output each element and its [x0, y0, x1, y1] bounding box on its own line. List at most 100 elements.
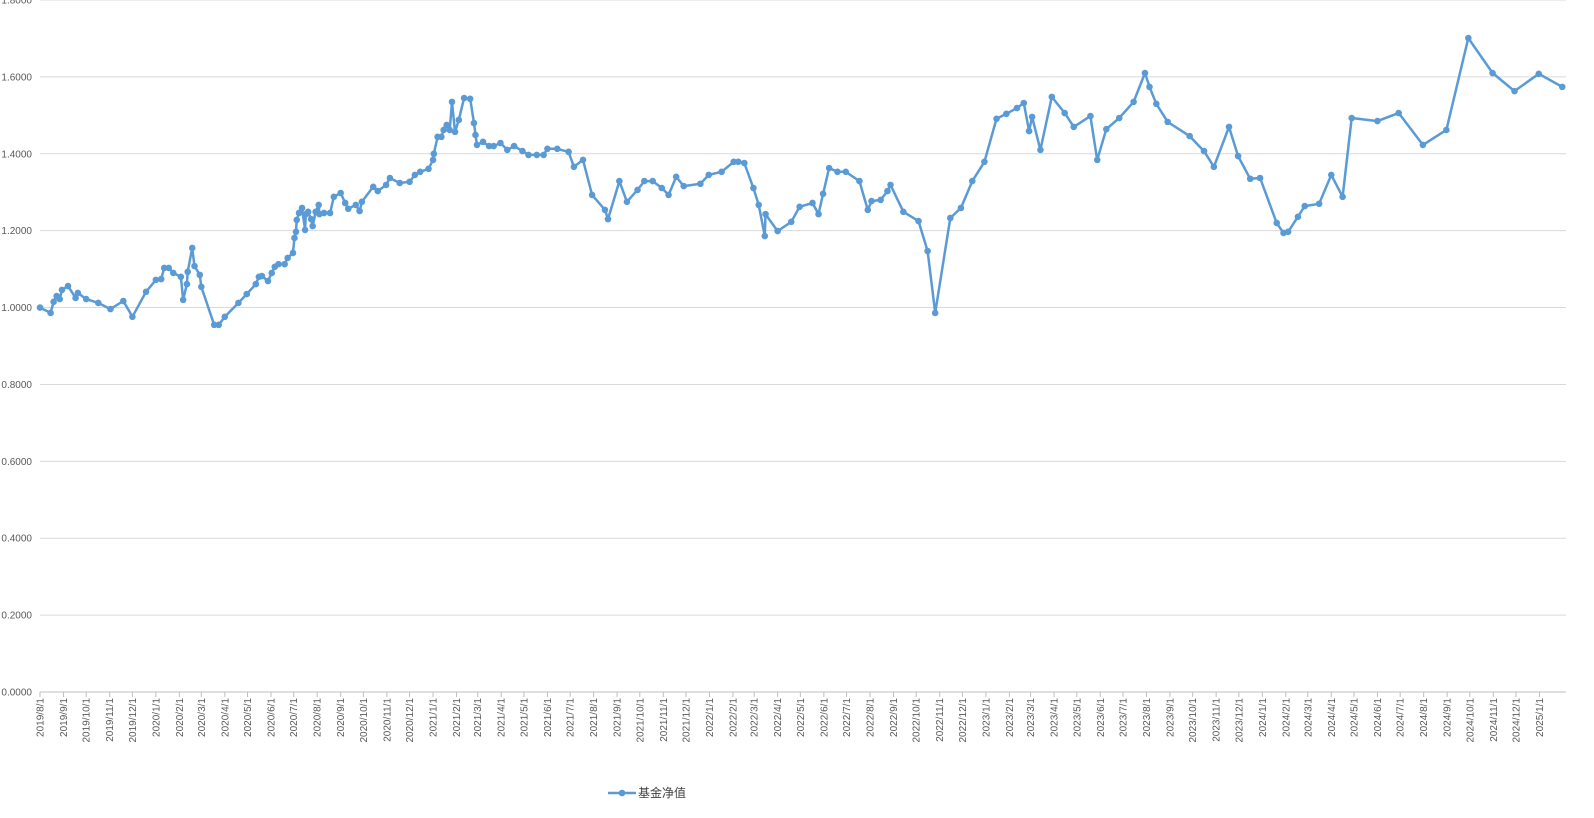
x-tick-label: 2024/3/1 [1303, 698, 1314, 737]
data-point [1374, 117, 1381, 125]
data-point [252, 280, 260, 288]
data-point [307, 215, 315, 223]
data-point [293, 216, 301, 224]
data-point [565, 148, 572, 156]
data-point [1339, 193, 1346, 201]
x-tick-label: 2021/2/1 [452, 698, 463, 737]
data-point [623, 198, 631, 206]
data-point [1103, 125, 1110, 133]
data-point [298, 204, 306, 212]
x-tick-label: 2024/7/1 [1396, 698, 1407, 737]
legend-marker [618, 789, 626, 797]
data-point [275, 260, 282, 268]
data-point [579, 156, 587, 164]
data-point [188, 244, 196, 252]
data-point [856, 177, 863, 185]
data-point [1020, 99, 1028, 107]
y-tick-label: 0.0000 [1, 688, 32, 699]
data-point [430, 150, 438, 158]
x-tick-label: 2021/1/1 [429, 698, 440, 737]
data-point [761, 232, 769, 240]
x-tick-label: 2022/8/1 [866, 698, 877, 737]
data-point [1061, 109, 1068, 117]
x-tick-label: 2024/10/1 [1465, 698, 1476, 743]
data-point [358, 198, 366, 206]
data-point [74, 289, 82, 297]
data-point [374, 187, 382, 195]
data-point [641, 177, 648, 185]
x-tick-label: 2023/1/1 [981, 698, 992, 737]
data-point [1200, 147, 1208, 155]
data-point [1003, 110, 1010, 118]
x-tick-label: 2024/1/1 [1258, 698, 1269, 737]
data-point [152, 276, 160, 284]
x-tick-label: 2020/10/1 [359, 698, 370, 743]
data-point [337, 189, 344, 197]
data-point [289, 249, 297, 257]
data-point [326, 209, 334, 217]
x-tick-label: 2019/12/1 [128, 698, 139, 743]
data-point [64, 282, 72, 290]
x-tick-label: 2022/7/1 [842, 698, 853, 737]
data-point [215, 321, 223, 329]
data-point [947, 214, 954, 222]
data-point [825, 164, 833, 172]
data-point [210, 321, 218, 329]
x-tick-label: 2023/10/1 [1188, 698, 1199, 743]
data-point [842, 168, 850, 176]
data-point [191, 262, 198, 270]
data-point [1025, 127, 1033, 135]
data-point [446, 126, 454, 134]
data-point [604, 215, 612, 223]
data-point [755, 201, 763, 209]
x-tick-label: 2020/12/1 [405, 698, 416, 743]
x-tick-label: 2021/10/1 [635, 698, 646, 743]
data-point [819, 190, 827, 198]
x-tick-label: 2022/5/1 [796, 698, 807, 737]
data-point [718, 168, 725, 176]
x-tick-label: 2023/11/1 [1212, 698, 1223, 742]
data-point [1210, 163, 1218, 171]
data-point [968, 177, 976, 185]
x-tick-label: 2023/5/1 [1072, 698, 1083, 737]
data-point [1558, 83, 1566, 91]
x-tick-label: 2020/7/1 [289, 698, 300, 737]
x-tick-label: 2020/6/1 [266, 698, 277, 737]
x-tick-label: 2023/9/1 [1165, 698, 1176, 737]
data-point [762, 210, 769, 218]
data-point [479, 138, 487, 146]
x-tick-label: 2022/3/1 [750, 698, 761, 737]
data-point [429, 156, 437, 164]
x-tick-label: 2019/11/1 [105, 698, 116, 742]
x-tick-label: 2021/8/1 [589, 698, 600, 737]
data-point [993, 115, 1000, 123]
data-point [864, 206, 872, 214]
data-point [120, 297, 127, 305]
data-point [330, 193, 338, 201]
y-tick-label: 0.2000 [1, 611, 32, 622]
data-point [503, 146, 511, 154]
data-point [295, 209, 303, 217]
data-point [386, 174, 394, 182]
x-tick-label: 2019/10/1 [82, 698, 93, 743]
data-point [470, 119, 478, 127]
x-tick-label: 2022/9/1 [889, 698, 900, 737]
x-tick-label: 2023/12/1 [1234, 698, 1245, 743]
x-tick-label: 2024/8/1 [1419, 698, 1430, 737]
data-point [680, 182, 688, 190]
data-point [1465, 34, 1472, 42]
x-tick-label: 2021/6/1 [543, 698, 554, 737]
data-point [352, 201, 360, 209]
x-tick-label: 2024/4/1 [1327, 698, 1338, 737]
data-point [1087, 112, 1094, 120]
data-point [460, 94, 468, 102]
data-point [165, 264, 173, 272]
data-point [56, 295, 63, 303]
data-point [887, 181, 894, 189]
data-point [1419, 141, 1427, 149]
x-tick-label: 2020/11/1 [382, 698, 393, 742]
data-point [301, 226, 309, 234]
data-point [1028, 113, 1036, 121]
x-tick-label: 2022/4/1 [773, 698, 784, 737]
data-point [900, 208, 907, 216]
